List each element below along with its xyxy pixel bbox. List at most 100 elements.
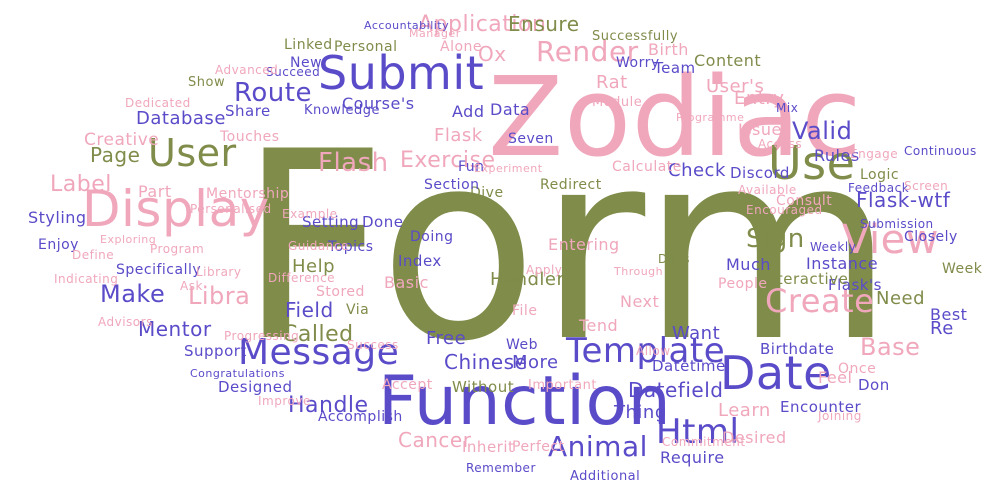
cloud-word: Sign [746, 224, 805, 254]
cloud-word: Base [860, 333, 921, 361]
cloud-word: Feel [818, 368, 853, 387]
cloud-word: New [290, 55, 323, 71]
cloud-word: Datetime [652, 357, 726, 375]
cloud-word: Data [490, 100, 531, 119]
cloud-word: Ensure [508, 12, 580, 36]
cloud-word: Additional [570, 469, 641, 484]
cloud-word: Redirect [540, 177, 602, 193]
cloud-word: Create [765, 282, 875, 320]
cloud-word: Encounter [780, 398, 862, 416]
cloud-word: Available [738, 183, 797, 197]
cloud-word: Team [654, 59, 696, 77]
cloud-word: Example [282, 207, 338, 221]
cloud-word: Field [285, 298, 334, 322]
cloud-word: Mentor [138, 317, 212, 341]
cloud-word: Knowledge [304, 103, 380, 118]
cloud-word: Section [424, 177, 480, 193]
cloud-word: Setting [302, 213, 360, 231]
cloud-word: Guidance [288, 239, 349, 253]
cloud-word: Accept [382, 377, 433, 393]
cloud-word: Don [858, 376, 890, 394]
cloud-word: Submit [318, 46, 485, 100]
cloud-word: Database [136, 108, 226, 129]
cloud-word: Important [528, 378, 597, 393]
cloud-word: Issues [738, 120, 791, 139]
cloud-word: Dedicated [125, 96, 191, 110]
cloud-word: Mentorship [206, 186, 290, 202]
cloud-word: Program [150, 242, 205, 256]
cloud-word: Ask [180, 279, 203, 293]
cloud-word: Message [238, 332, 400, 373]
cloud-word: Congratulations [190, 367, 286, 380]
cloud-word: Programme [676, 111, 745, 124]
cloud-word: Once [838, 361, 877, 377]
cloud-word: Thing [614, 402, 667, 423]
cloud-word: Enjoy [38, 237, 79, 253]
cloud-word: User's [706, 76, 765, 97]
cloud-word: Inherit [462, 438, 515, 456]
cloud-word: Cancer [398, 428, 472, 452]
cloud-word: Indicating [54, 272, 119, 286]
cloud-word: Stored [316, 284, 365, 300]
cloud-word: Done [362, 213, 404, 231]
cloud-word: Submission [860, 217, 934, 231]
cloud-word: Next [620, 292, 660, 311]
cloud-word: Much [726, 255, 771, 274]
cloud-word: Handler [490, 269, 565, 290]
cloud-word: Joining [818, 409, 862, 423]
cloud-word: Template [566, 331, 726, 371]
cloud-word: Web [506, 337, 539, 353]
cloud-word: Closely [904, 229, 958, 245]
cloud-word: Progressing [224, 329, 300, 343]
cloud-word: Success [347, 338, 399, 352]
cloud-word: Html [656, 412, 740, 452]
cloud-word: Improve [258, 394, 311, 408]
cloud-word: Worry [616, 55, 660, 71]
cloud-word: Flask's [828, 276, 882, 294]
cloud-word: Feedback [848, 181, 910, 195]
cloud-word: Advisors [98, 315, 153, 329]
cloud-word: Want [672, 323, 721, 344]
cloud-word: Styling [28, 208, 87, 227]
cloud-word: Make [100, 280, 166, 308]
cloud-word: Page [90, 143, 141, 167]
cloud-word: Allow [636, 344, 671, 358]
cloud-word: Use [768, 136, 856, 190]
cloud-word: Accountability [364, 19, 450, 32]
cloud-word: User [148, 131, 237, 175]
cloud-word: More [512, 352, 559, 373]
cloud-word: Calculate [612, 159, 682, 175]
cloud-word: Days [658, 252, 690, 266]
cloud-word: Instance [806, 254, 879, 273]
cloud-word: Show [188, 75, 226, 90]
cloud-word: Need [876, 288, 926, 309]
cloud-word: Logic [860, 167, 900, 183]
cloud-word: Flask [434, 125, 483, 146]
cloud-word: Screen [904, 179, 949, 193]
cloud-word: Through [614, 265, 664, 278]
cloud-word: Free [426, 328, 467, 349]
cloud-word: Successfully [592, 29, 679, 44]
cloud-word: Without [452, 378, 515, 396]
cloud-word: Label [50, 172, 112, 197]
cloud-word: Route [234, 78, 312, 108]
cloud-word: Best [930, 305, 968, 324]
cloud-word: File [512, 303, 538, 319]
cloud-word: Require [660, 448, 725, 467]
cloud-word: Flask-wtf [856, 188, 951, 212]
cloud-word: Ox [478, 42, 507, 66]
cloud-word: Handle [288, 393, 369, 418]
cloud-word: Designed [218, 378, 293, 396]
cloud-word: Library [196, 265, 242, 279]
cloud-word: Encouraged [746, 203, 823, 217]
cloud-word: Called [282, 322, 354, 347]
cloud-word: Specifically [116, 262, 202, 278]
cloud-word: Rules [814, 146, 860, 165]
cloud-word: Check [668, 160, 726, 181]
cloud-word: Difference [268, 271, 336, 285]
cloud-word: Re [930, 318, 954, 339]
cloud-word: Help [292, 256, 336, 277]
cloud-word: Part [138, 182, 172, 201]
cloud-word: Share [225, 102, 271, 120]
cloud-word: View [842, 217, 939, 263]
